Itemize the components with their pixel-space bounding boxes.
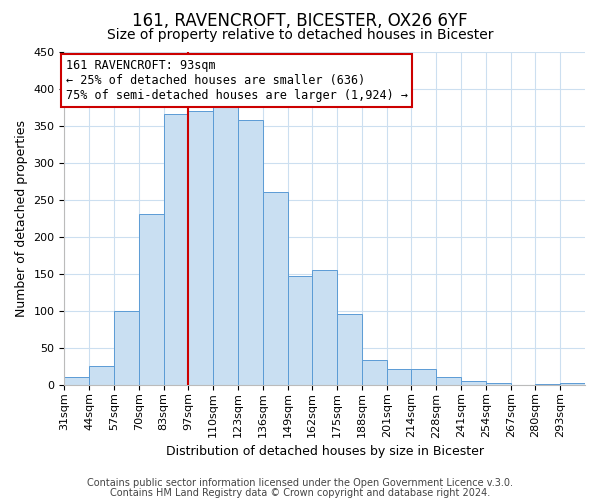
Bar xyxy=(64,378,89,385)
Bar xyxy=(436,378,461,385)
Y-axis label: Number of detached properties: Number of detached properties xyxy=(15,120,28,316)
Bar xyxy=(461,381,486,385)
Bar xyxy=(362,360,386,385)
Bar xyxy=(213,107,238,385)
Bar xyxy=(164,114,188,385)
Bar xyxy=(412,369,436,385)
Bar xyxy=(535,384,560,385)
X-axis label: Distribution of detached houses by size in Bicester: Distribution of detached houses by size … xyxy=(166,444,484,458)
Bar xyxy=(263,192,287,385)
Text: Contains HM Land Registry data © Crown copyright and database right 2024.: Contains HM Land Registry data © Crown c… xyxy=(110,488,490,498)
Bar xyxy=(560,382,585,385)
Bar xyxy=(188,111,213,385)
Text: 161 RAVENCROFT: 93sqm
← 25% of detached houses are smaller (636)
75% of semi-det: 161 RAVENCROFT: 93sqm ← 25% of detached … xyxy=(65,59,407,102)
Bar xyxy=(238,120,263,385)
Text: 161, RAVENCROFT, BICESTER, OX26 6YF: 161, RAVENCROFT, BICESTER, OX26 6YF xyxy=(132,12,468,30)
Bar xyxy=(89,366,114,385)
Text: Size of property relative to detached houses in Bicester: Size of property relative to detached ho… xyxy=(107,28,493,42)
Bar xyxy=(386,369,412,385)
Bar xyxy=(486,384,511,385)
Text: Contains public sector information licensed under the Open Government Licence v.: Contains public sector information licen… xyxy=(87,478,513,488)
Bar xyxy=(139,214,164,385)
Bar xyxy=(114,310,139,385)
Bar xyxy=(337,314,362,385)
Bar xyxy=(313,270,337,385)
Bar xyxy=(287,276,313,385)
